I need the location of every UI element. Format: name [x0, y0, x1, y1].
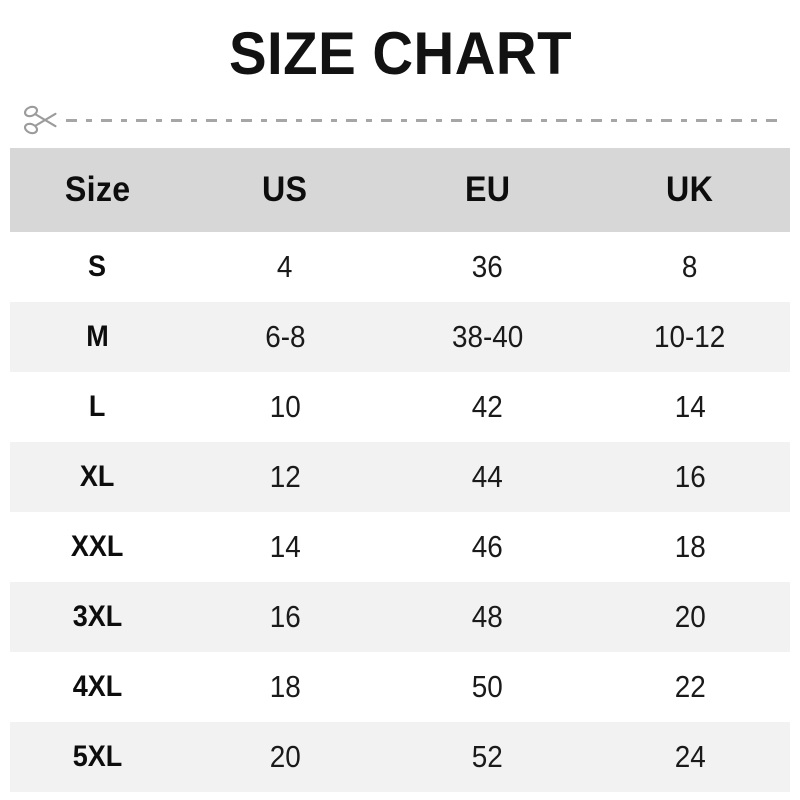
cell-eu-text: 36 [471, 249, 504, 284]
table-row: 5XL 20 52 24 [10, 722, 790, 792]
table-row: L 10 42 14 [10, 372, 790, 442]
table-row: XL 12 44 16 [10, 442, 790, 512]
cell-uk-text: 18 [674, 529, 706, 564]
column-header-eu-label: EU [464, 170, 511, 209]
column-header-us-label: US [262, 170, 308, 209]
table-header-row: Size US EU UK [10, 148, 790, 232]
table-body: S 4 36 8 M 6-8 38-40 10-12 L 10 42 14 XL… [10, 232, 790, 792]
cell-eu-text: 52 [471, 739, 504, 774]
column-header-size: Size [10, 148, 185, 232]
cell-us: 4 [185, 232, 385, 302]
cut-line [22, 103, 782, 137]
cell-eu: 36 [385, 232, 590, 302]
table-header: Size US EU UK [10, 148, 790, 232]
cell-eu: 38-40 [385, 302, 590, 372]
cell-us-text: 14 [269, 529, 301, 564]
cell-us-text: 16 [269, 599, 301, 634]
cell-us-text: 18 [269, 669, 301, 704]
cell-eu-text: 50 [471, 669, 504, 704]
table-row: 3XL 16 48 20 [10, 582, 790, 652]
cell-uk: 10-12 [590, 302, 790, 372]
cell-size: 3XL [10, 582, 185, 652]
cell-eu: 46 [385, 512, 590, 582]
cell-size-text: 5XL [72, 740, 123, 773]
cell-eu-text: 48 [471, 599, 504, 634]
cell-size-text: M [86, 320, 109, 353]
cell-size-text: S [88, 250, 107, 283]
cell-size-text: XL [80, 460, 115, 493]
cell-uk: 24 [590, 722, 790, 792]
cell-uk: 18 [590, 512, 790, 582]
cell-size: 5XL [10, 722, 185, 792]
cell-us: 12 [185, 442, 385, 512]
cell-uk: 22 [590, 652, 790, 722]
column-header-us: US [185, 148, 385, 232]
scissors-icon [22, 103, 66, 137]
cell-uk-text: 10-12 [654, 319, 726, 354]
cell-uk-text: 22 [674, 669, 706, 704]
cell-uk: 20 [590, 582, 790, 652]
cell-us-text: 10 [269, 389, 301, 424]
cell-size: XL [10, 442, 185, 512]
cell-uk: 14 [590, 372, 790, 442]
cell-us-text: 20 [269, 739, 301, 774]
cell-size: L [10, 372, 185, 442]
cell-uk-text: 8 [682, 249, 698, 284]
page-title: SIZE CHART [228, 20, 572, 87]
column-header-uk: UK [590, 148, 790, 232]
cell-size: S [10, 232, 185, 302]
page-title-container: SIZE CHART [0, 22, 800, 86]
cell-us: 6-8 [185, 302, 385, 372]
cell-us: 10 [185, 372, 385, 442]
cell-eu-text: 46 [471, 529, 504, 564]
cell-us-text: 4 [277, 249, 293, 284]
table-row: S 4 36 8 [10, 232, 790, 302]
cell-eu-text: 38-40 [451, 319, 524, 354]
size-chart-table: Size US EU UK S 4 36 8 M 6-8 38-40 10-12… [10, 148, 790, 792]
cell-size-text: XXL [71, 530, 124, 563]
cell-us-text: 12 [269, 459, 301, 494]
cell-us: 16 [185, 582, 385, 652]
table-row: XXL 14 46 18 [10, 512, 790, 582]
cell-size-text: 4XL [72, 670, 123, 703]
cell-uk: 8 [590, 232, 790, 302]
cell-eu: 52 [385, 722, 590, 792]
cell-uk-text: 20 [674, 599, 706, 634]
cell-size: 4XL [10, 652, 185, 722]
cell-eu-text: 42 [471, 389, 504, 424]
cell-size-text: 3XL [72, 600, 123, 633]
table-row: M 6-8 38-40 10-12 [10, 302, 790, 372]
cell-uk-text: 24 [674, 739, 706, 774]
cell-size-text: L [89, 390, 106, 423]
cell-eu: 42 [385, 372, 590, 442]
cell-uk-text: 14 [674, 389, 706, 424]
cell-eu: 50 [385, 652, 590, 722]
dashed-cut-line [66, 119, 782, 122]
cell-size: XXL [10, 512, 185, 582]
cell-eu: 48 [385, 582, 590, 652]
column-header-size-label: Size [64, 170, 131, 209]
table-row: 4XL 18 50 22 [10, 652, 790, 722]
cell-eu-text: 44 [471, 459, 504, 494]
cell-uk-text: 16 [674, 459, 706, 494]
cell-us: 18 [185, 652, 385, 722]
column-header-eu: EU [385, 148, 590, 232]
cell-eu: 44 [385, 442, 590, 512]
cell-size: M [10, 302, 185, 372]
cell-us: 14 [185, 512, 385, 582]
column-header-uk-label: UK [666, 170, 714, 209]
cell-us: 20 [185, 722, 385, 792]
cell-uk: 16 [590, 442, 790, 512]
cell-us-text: 6-8 [264, 319, 306, 354]
